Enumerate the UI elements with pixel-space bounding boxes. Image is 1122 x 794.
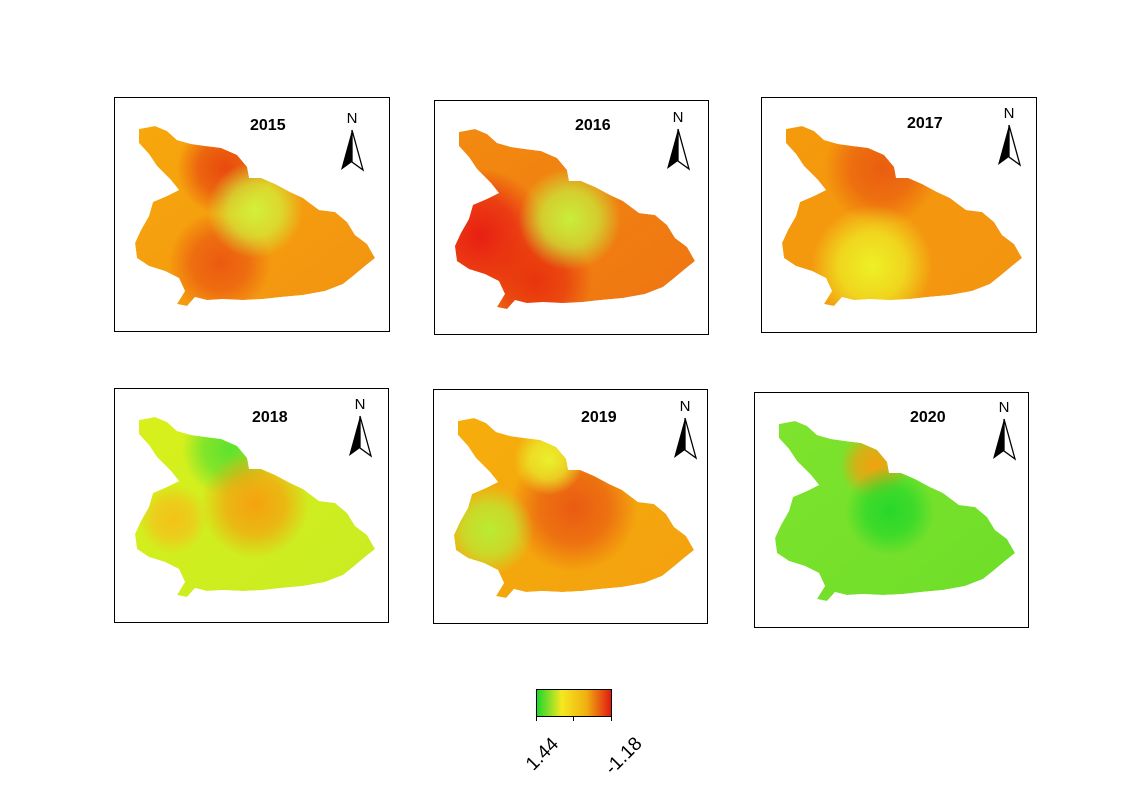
map-panel-2020: 2020 N <box>754 392 1029 628</box>
legend-min-label: 1.44 <box>522 733 564 775</box>
north-arrow: N <box>663 109 693 171</box>
north-label: N <box>672 109 684 126</box>
north-arrow: N <box>994 105 1024 167</box>
map-panel-2016: 2016 N <box>434 100 709 335</box>
legend-max-label: -1.18 <box>601 733 647 779</box>
legend-tick <box>573 716 574 721</box>
coldspot <box>518 167 622 271</box>
region-map-2018 <box>135 417 375 597</box>
north-arrow-icon <box>667 128 691 171</box>
coldspot <box>845 466 935 556</box>
north-label: N <box>346 110 358 127</box>
north-arrow-icon <box>674 417 698 460</box>
region-map-2019 <box>454 418 694 598</box>
coldspot <box>207 162 303 258</box>
year-label: 2018 <box>252 409 288 426</box>
north-arrow: N <box>989 399 1019 461</box>
north-arrow-icon <box>998 124 1022 167</box>
north-label: N <box>998 399 1010 416</box>
region-map-2020 <box>775 421 1015 601</box>
region-map-2016 <box>455 129 695 309</box>
region-map-2017 <box>782 126 1022 306</box>
coldspot <box>454 485 534 575</box>
year-label: 2019 <box>581 409 617 426</box>
legend-tick <box>611 716 612 721</box>
map-panel-2019: 2019 N <box>433 389 708 624</box>
region-map-2015 <box>135 126 375 306</box>
year-label: 2020 <box>910 409 946 426</box>
hotspot <box>137 483 209 555</box>
coldspot <box>811 205 933 306</box>
north-arrow-icon <box>341 129 365 172</box>
year-label: 2016 <box>575 117 611 134</box>
map-panel-2017: 2017 N <box>761 97 1037 333</box>
north-arrow: N <box>670 398 700 460</box>
north-label: N <box>679 398 691 415</box>
map-panel-2015: 2015 N <box>114 97 390 332</box>
coldspot <box>513 424 585 496</box>
legend-tick <box>536 716 537 721</box>
legend-color-ramp <box>536 689 612 717</box>
year-label: 2015 <box>250 117 286 134</box>
north-label: N <box>1003 105 1015 122</box>
north-arrow-icon <box>349 415 373 458</box>
north-arrow: N <box>345 396 375 458</box>
map-panel-2018: 2018 N <box>114 388 389 623</box>
north-label: N <box>354 396 366 413</box>
north-arrow-icon <box>993 418 1017 461</box>
north-arrow: N <box>337 110 367 172</box>
hotspot <box>200 449 310 559</box>
year-label: 2017 <box>907 115 943 132</box>
